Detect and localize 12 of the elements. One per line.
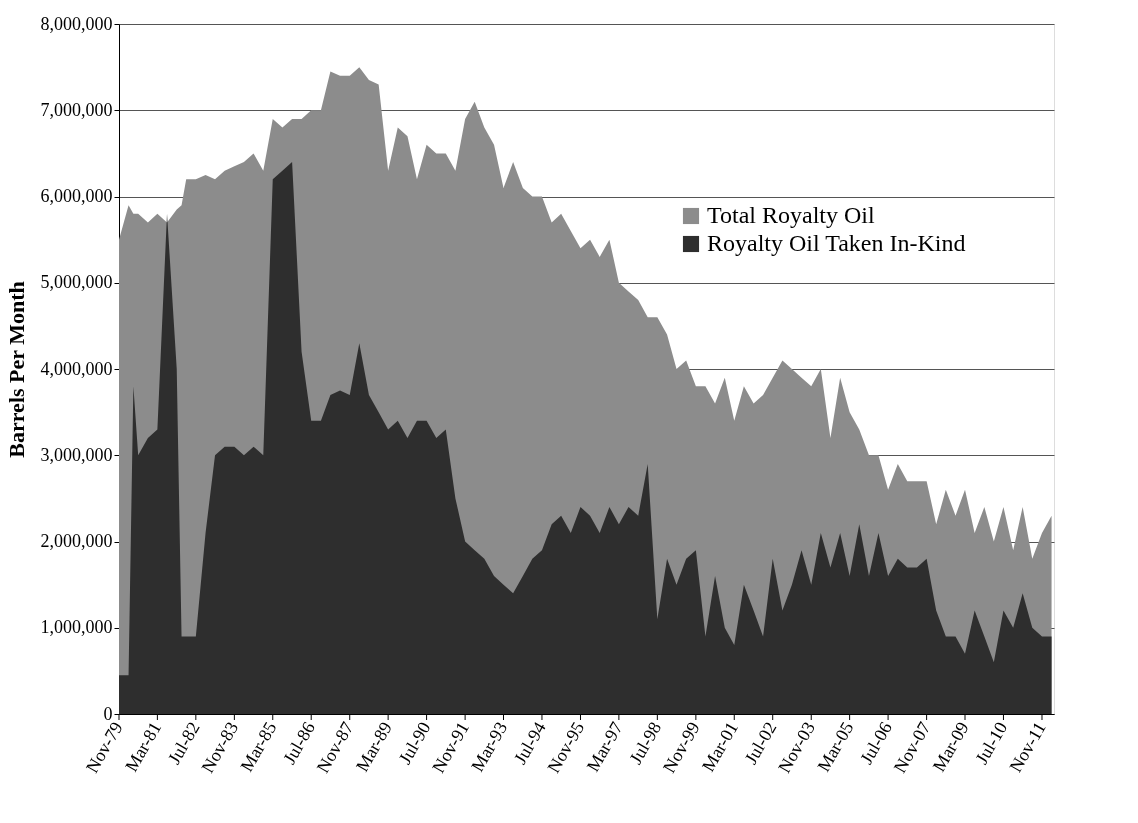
legend-label: Total Royalty Oil [707,202,875,228]
y-tick-label: 1,000,000 [40,617,113,638]
y-axis-title: Barrels Per Month [3,281,29,458]
y-tick-label: 2,000,000 [40,531,113,551]
y-tick-label: 3,000,000 [40,444,113,465]
y-tick-label: 7,000,000 [40,99,113,120]
y-tick-label: 5,000,000 [40,272,113,293]
legend-label: Royalty Oil Taken In-Kind [707,230,966,256]
y-tick-label: 0 [103,703,113,724]
y-tick-label: 6,000,000 [40,186,113,206]
y-tick-label: 8,000,000 [40,13,113,34]
y-tick-label: 4,000,000 [40,358,113,379]
